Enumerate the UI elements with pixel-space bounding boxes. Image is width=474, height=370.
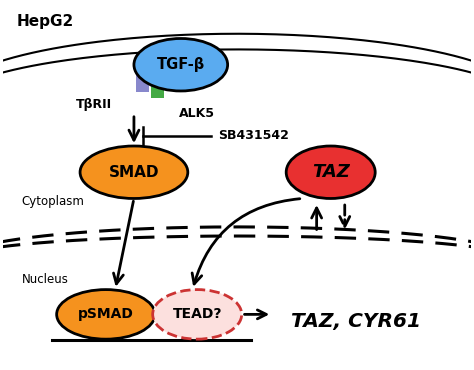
Ellipse shape [153, 290, 242, 339]
Text: Nucleus: Nucleus [21, 273, 68, 286]
Text: ALK5: ALK5 [178, 107, 214, 120]
Bar [137, 54, 149, 92]
Ellipse shape [134, 38, 228, 91]
Text: TAZ: TAZ [312, 163, 349, 181]
Text: HepG2: HepG2 [17, 14, 74, 29]
Text: TEAD?: TEAD? [173, 307, 222, 322]
Text: pSMAD: pSMAD [78, 307, 134, 322]
Ellipse shape [286, 146, 375, 198]
Text: TβRII: TβRII [76, 98, 112, 111]
Text: TGF-β: TGF-β [157, 57, 205, 72]
Text: TAZ, CYR61: TAZ, CYR61 [292, 312, 421, 331]
Ellipse shape [80, 146, 188, 198]
Ellipse shape [57, 290, 155, 339]
Text: Cytoplasm: Cytoplasm [21, 195, 84, 208]
Text: SMAD: SMAD [109, 165, 159, 180]
Text: SB431542: SB431542 [218, 129, 289, 142]
Bar [151, 52, 164, 98]
